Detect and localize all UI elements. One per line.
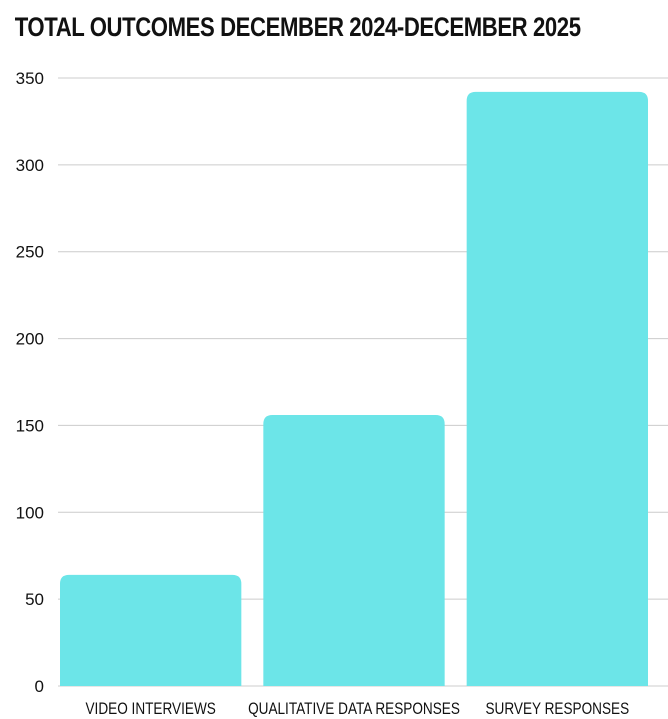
x-axis-labels: VIDEO INTERVIEWS QUALITATIVE DATA RESPONS… xyxy=(86,700,630,719)
y-tick-label-50: 50 xyxy=(25,590,44,609)
y-tick-label-350: 350 xyxy=(16,69,44,88)
y-tick-label-200: 200 xyxy=(16,330,44,349)
bar-video-interviews xyxy=(60,574,242,686)
y-tick-label-0: 0 xyxy=(35,677,44,696)
bars xyxy=(60,91,648,686)
x-tick-label-qualitative-data-responses: QUALITATIVE DATA RESPONSES xyxy=(248,700,460,719)
chart-title: TOTAL OUTCOMES DECEMBER 2024-DECEMBER 20… xyxy=(14,12,581,42)
y-tick-label-250: 250 xyxy=(16,243,44,262)
x-tick-label-video-interviews: VIDEO INTERVIEWS xyxy=(86,700,216,719)
y-tick-label-300: 300 xyxy=(16,156,44,175)
y-axis-ticks: 0 50 100 150 200 250 300 350 xyxy=(16,69,44,696)
y-tick-label-100: 100 xyxy=(16,503,44,522)
y-tick-label-150: 150 xyxy=(16,416,44,435)
bar-qualitative-data-responses xyxy=(263,415,445,686)
x-tick-label-survey-responses: SURVEY RESPONSES xyxy=(485,700,629,719)
bar-survey-responses xyxy=(466,91,648,686)
